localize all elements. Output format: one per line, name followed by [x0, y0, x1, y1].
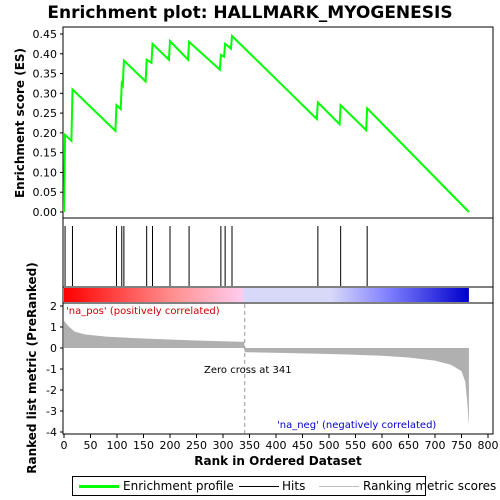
es-tick-label: 0.40	[33, 48, 58, 61]
legend-label-enrichment: Enrichment profile	[123, 479, 234, 493]
x-tick-label: 350	[239, 439, 260, 452]
es-tick-label: 0.05	[33, 186, 58, 199]
x-tick-label: 300	[213, 439, 234, 452]
es-axis-label: Enrichment score (ES)	[13, 48, 27, 198]
es-tick-label: 0.35	[33, 68, 58, 81]
x-tick-label: 400	[266, 439, 287, 452]
es-axis-ticks: 0.00 0.05 0.10 0.15 0.20 0.25 0.30 0.35 0.40 0.45	[33, 28, 63, 219]
es-panel	[62, 26, 494, 219]
pos-annotation: 'na_pos' (positively correlated)	[66, 306, 220, 317]
metric-axis-ticks: -4 -3 -2 -1 0 1 2	[46, 300, 63, 439]
metric-tick-label: 0	[50, 342, 57, 355]
x-tick-label: 200	[160, 439, 181, 452]
legend: Enrichment profile Hits Ranking metric s…	[72, 476, 496, 496]
x-tick-label: 600	[372, 439, 393, 452]
es-tick-label: 0.00	[33, 206, 58, 219]
x-tick-label: 500	[319, 439, 340, 452]
chart-title: Enrichment plot: HALLMARK_MYOGENESIS	[47, 3, 452, 23]
legend-label-metric: Ranking metric scores	[363, 479, 497, 493]
x-tick-label: 550	[345, 439, 366, 452]
x-tick-label: 800	[478, 439, 499, 452]
zero-cross-annotation: Zero cross at 341	[204, 365, 292, 376]
es-tick-label: 0.10	[33, 166, 58, 179]
x-tick-label: 450	[292, 439, 313, 452]
metric-tick-label: -3	[46, 405, 57, 418]
neg-annotation: 'na_neg' (negatively correlated)	[277, 420, 436, 431]
es-tick-label: 0.25	[33, 107, 58, 120]
legend-swatch-metric	[319, 486, 359, 487]
legend-swatch-hits	[239, 486, 279, 487]
metric-tick-label: -2	[46, 384, 57, 397]
rank-colorbar	[64, 288, 469, 302]
metric-tick-label: 1	[50, 321, 57, 334]
hit-marks	[64, 226, 368, 286]
metric-tick-label: -4	[46, 426, 57, 439]
x-tick-label: 50	[84, 439, 98, 452]
x-tick-label: 250	[186, 439, 207, 452]
x-axis-label: Rank in Ordered Dataset	[194, 454, 362, 468]
x-tick-label: 150	[133, 439, 154, 452]
x-tick-label: 750	[451, 439, 472, 452]
es-tick-label: 0.20	[33, 127, 58, 140]
metric-panel	[62, 302, 494, 435]
enrichment-profile-line	[63, 33, 470, 213]
es-tick-label: 0.30	[33, 87, 58, 100]
metric-tick-label: 2	[50, 300, 57, 313]
hits-panel	[62, 217, 494, 288]
x-tick-label: 100	[107, 439, 128, 452]
metric-tick-label: -1	[46, 363, 57, 376]
x-tick-label: 0	[61, 439, 68, 452]
ranking-metric-area	[64, 320, 469, 426]
es-tick-label: 0.45	[33, 28, 58, 41]
x-tick-label: 650	[398, 439, 419, 452]
x-axis-ticks: 0 50 100 150 200 250 300 350 400 450 500 550 600 650 7…	[61, 434, 499, 452]
metric-axis-label: Ranked list metric (PreRanked)	[25, 262, 39, 474]
legend-label-hits: Hits	[282, 479, 306, 493]
es-tick-label: 0.15	[33, 147, 58, 160]
legend-swatch-enrichment	[79, 485, 119, 488]
x-tick-label: 700	[425, 439, 446, 452]
